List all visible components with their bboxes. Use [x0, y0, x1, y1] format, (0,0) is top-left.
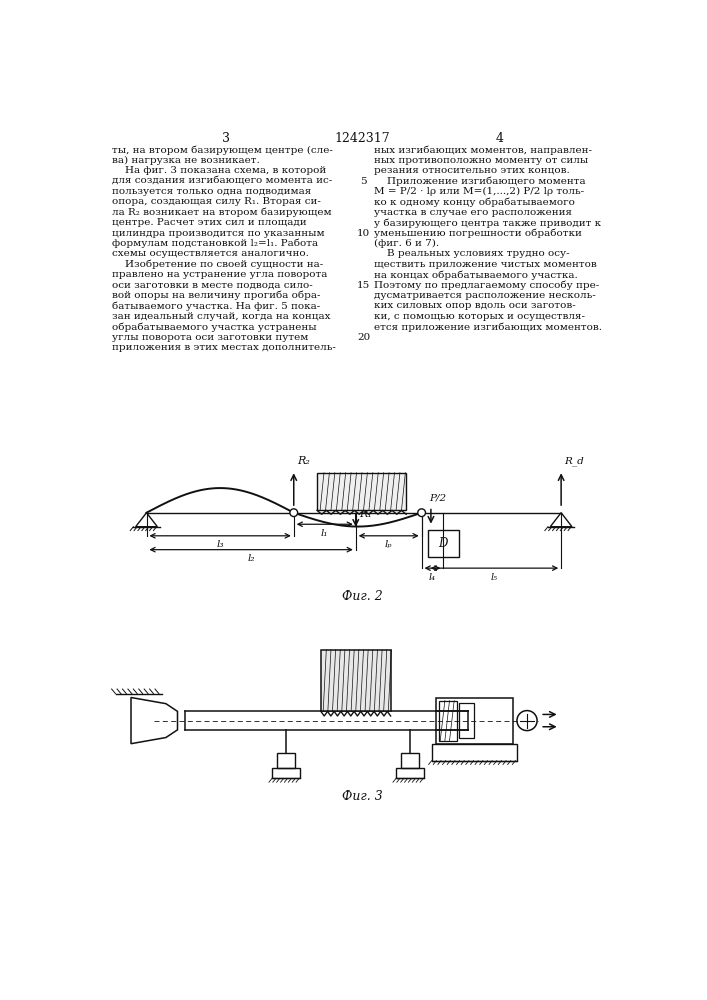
- Bar: [321, 650, 391, 711]
- Text: правлено на устранение угла поворота: правлено на устранение угла поворота: [112, 270, 327, 279]
- Text: l₃: l₃: [216, 540, 224, 549]
- Text: центре. Расчет этих сил и площади: центре. Расчет этих сил и площади: [112, 218, 306, 227]
- Text: ва) нагрузка не возникает.: ва) нагрузка не возникает.: [112, 156, 259, 165]
- Text: М = P/2 · lρ или М=(1,...,2) P/2 lρ толь-: М = P/2 · lρ или М=(1,...,2) P/2 lρ толь…: [373, 187, 584, 196]
- Text: для создания изгибающего момента ис-: для создания изгибающего момента ис-: [112, 177, 332, 186]
- Text: Изобретение по своей сущности на-: Изобретение по своей сущности на-: [112, 260, 323, 269]
- Text: 20: 20: [357, 333, 370, 342]
- Text: l₄: l₄: [429, 573, 436, 582]
- Text: участка в случае его расположения: участка в случае его расположения: [373, 208, 571, 217]
- Text: 1242317: 1242317: [334, 132, 390, 145]
- Text: уменьшению погрешности обработки: уменьшению погрешности обработки: [373, 229, 581, 238]
- Bar: [401, 753, 419, 768]
- Text: цилиндра производится по указанным: цилиндра производится по указанным: [112, 229, 325, 238]
- Text: 10: 10: [357, 229, 370, 238]
- Text: пользуется только одна подводимая: пользуется только одна подводимая: [112, 187, 311, 196]
- Text: R_d: R_d: [564, 457, 584, 466]
- Bar: [440, 701, 457, 741]
- Text: на концах обрабатываемого участка.: на концах обрабатываемого участка.: [373, 270, 578, 280]
- Text: формулам подстановкой l₂=l₁. Работа: формулам подстановкой l₂=l₁. Работа: [112, 239, 317, 248]
- Bar: [396, 768, 424, 778]
- Text: дусматривается расположение несколь-: дусматривается расположение несколь-: [373, 291, 595, 300]
- Text: Приложение изгибающего момента: Приложение изгибающего момента: [373, 177, 585, 186]
- Text: опора, создающая силу R₁. Вторая си-: опора, создающая силу R₁. Вторая си-: [112, 197, 320, 206]
- Text: приложения в этих местах дополнитель-: приложения в этих местах дополнитель-: [112, 343, 336, 352]
- Text: ществить приложение чистых моментов: ществить приложение чистых моментов: [373, 260, 596, 269]
- Text: В реальных условиях трудно осу-: В реальных условиях трудно осу-: [373, 249, 569, 258]
- Circle shape: [290, 509, 298, 517]
- Bar: [428, 530, 459, 557]
- Text: ты, на втором базирующем центре (сле-: ты, на втором базирующем центре (сле-: [112, 145, 332, 155]
- Bar: [459, 703, 474, 738]
- Text: lₚ: lₚ: [385, 540, 392, 549]
- Text: Поэтому по предлагаемому способу пре-: Поэтому по предлагаемому способу пре-: [373, 281, 599, 290]
- Text: ких силовых опор вдоль оси заготов-: ких силовых опор вдоль оси заготов-: [373, 301, 575, 310]
- Bar: [432, 744, 517, 761]
- Text: P/2: P/2: [429, 494, 447, 503]
- Text: 4: 4: [495, 132, 503, 145]
- Text: l₂: l₂: [247, 554, 255, 563]
- Circle shape: [418, 509, 426, 517]
- Text: На фиг. 3 показана схема, в которой: На фиг. 3 показана схема, в которой: [112, 166, 326, 175]
- Text: D: D: [438, 537, 448, 550]
- Bar: [276, 753, 296, 768]
- Text: Фиг. 3: Фиг. 3: [341, 790, 382, 803]
- Text: зан идеальный случай, когда на концах: зан идеальный случай, когда на концах: [112, 312, 330, 321]
- Text: ко к одному концу обрабатываемого: ко к одному концу обрабатываемого: [373, 197, 575, 207]
- Text: углы поворота оси заготовки путем: углы поворота оси заготовки путем: [112, 333, 308, 342]
- Text: 15: 15: [357, 281, 370, 290]
- Text: обрабатываемого участка устранены: обрабатываемого участка устранены: [112, 322, 316, 332]
- Text: (фиг. 6 и 7).: (фиг. 6 и 7).: [373, 239, 439, 248]
- Text: ла R₂ возникает на втором базирующем: ла R₂ возникает на втором базирующем: [112, 208, 332, 217]
- Text: ки, с помощью которых и осуществля-: ки, с помощью которых и осуществля-: [373, 312, 585, 321]
- Text: ется приложение изгибающих моментов.: ется приложение изгибающих моментов.: [373, 322, 602, 332]
- Text: 5: 5: [360, 177, 367, 186]
- Text: ных противоположно моменту от силы: ных противоположно моменту от силы: [373, 156, 588, 165]
- Text: R₂: R₂: [297, 456, 310, 466]
- Text: батываемого участка. На фиг. 5 пока-: батываемого участка. На фиг. 5 пока-: [112, 301, 320, 311]
- Bar: [317, 473, 406, 510]
- Bar: [436, 698, 513, 744]
- Text: резания относительно этих концов.: резания относительно этих концов.: [373, 166, 569, 175]
- Text: l₁: l₁: [321, 529, 329, 538]
- Text: вой опоры на величину прогиба обра-: вой опоры на величину прогиба обра-: [112, 291, 320, 300]
- Text: Фиг. 2: Фиг. 2: [341, 590, 382, 603]
- Text: оси заготовки в месте подвода сило-: оси заготовки в месте подвода сило-: [112, 281, 312, 290]
- Text: схемы осуществляется аналогично.: схемы осуществляется аналогично.: [112, 249, 308, 258]
- Text: l₅: l₅: [491, 573, 498, 582]
- Bar: [272, 768, 300, 778]
- Text: ных изгибающих моментов, направлен-: ных изгибающих моментов, направлен-: [373, 145, 592, 155]
- Text: 3: 3: [221, 132, 230, 145]
- Text: R₁: R₁: [359, 509, 372, 519]
- Text: у базирующего центра также приводит к: у базирующего центра также приводит к: [373, 218, 601, 228]
